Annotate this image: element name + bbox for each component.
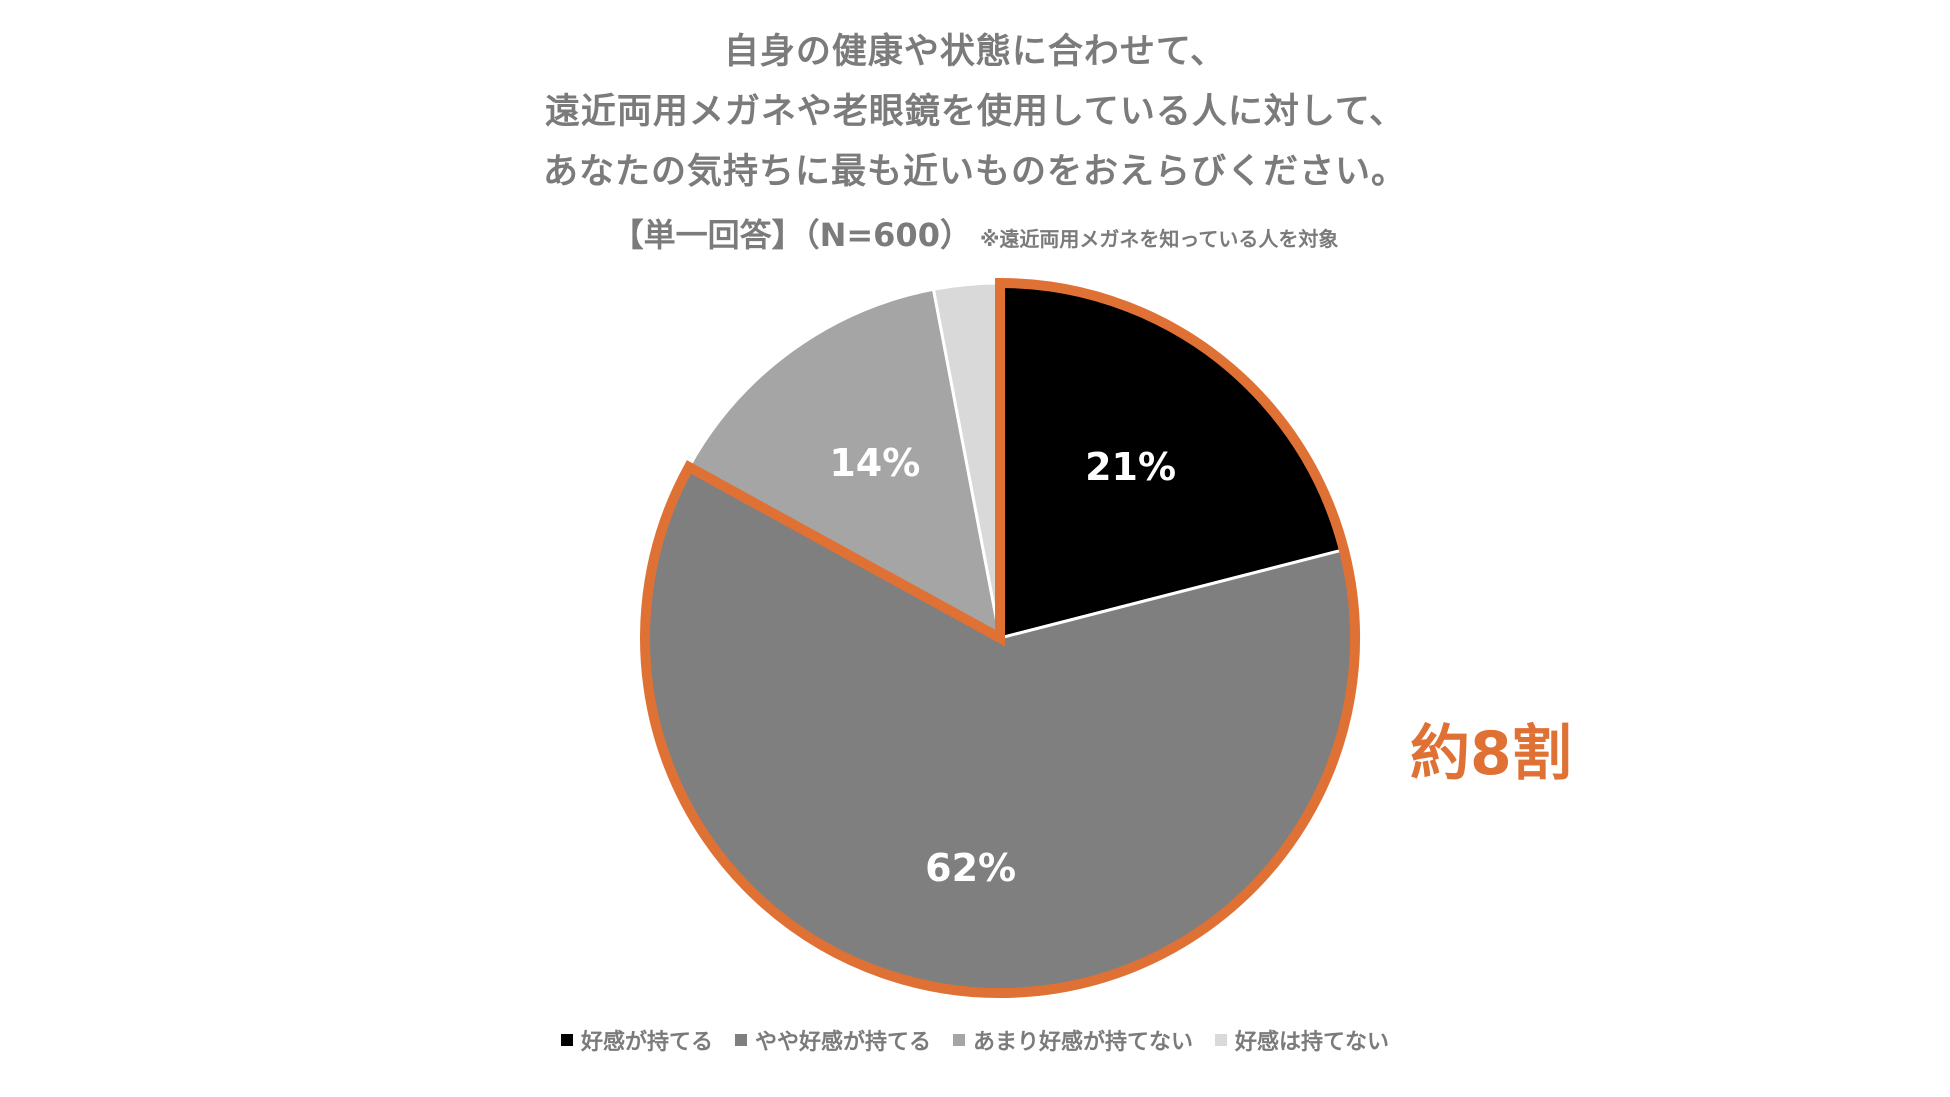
target-note: ※遠近両用メガネを知っている人を対象 <box>979 227 1339 251</box>
pie-slice-2 <box>686 287 1003 641</box>
chart-title: 自身の健康や状態に合わせて、 遠近両用メガネや老眼鏡を使用している人に対して、 … <box>0 22 1950 202</box>
title-line-2: 遠近両用メガネや老眼鏡を使用している人に対して、 <box>544 92 1406 132</box>
title-line-3: あなたの気持ちに最も近いものをおえらびください。 <box>542 152 1407 192</box>
legend-item-2: あまり好感が持てない <box>953 1024 1193 1056</box>
data-label-2: 14% <box>829 441 920 485</box>
chart-subtitle: 【単一回答】（N=600） ※遠近両用メガネを知っている人を対象 <box>0 210 1950 256</box>
legend-item-3: 好感は持てない <box>1215 1024 1389 1056</box>
legend-swatch-2 <box>953 1034 965 1046</box>
legend-label-3: 好感は持てない <box>1235 1030 1390 1055</box>
chart-legend: 好感が持てる やや好感が持てる あまり好感が持てない 好感は持てない <box>0 1024 1950 1056</box>
legend-item-1: やや好感が持てる <box>734 1024 931 1056</box>
title-line-1: 自身の健康や状態に合わせて、 <box>723 32 1227 72</box>
sample-size-label: 【単一回答】（N=600） <box>611 216 972 254</box>
legend-swatch-0 <box>560 1034 573 1046</box>
highlight-outline <box>640 277 1360 998</box>
data-label-1: 62% <box>925 846 1016 890</box>
legend-label-1: やや好感が持てる <box>754 1030 931 1055</box>
data-label-0: 21% <box>1085 445 1176 489</box>
callout-label: 約8割 <box>1410 719 1572 789</box>
legend-label-0: 好感が持てる <box>580 1030 713 1055</box>
legend-item-0: 好感が持てる <box>560 1024 713 1056</box>
legend-swatch-3 <box>1215 1034 1228 1046</box>
legend-swatch-1 <box>734 1034 747 1046</box>
legend-label-2: あまり好感が持てない <box>973 1030 1194 1055</box>
